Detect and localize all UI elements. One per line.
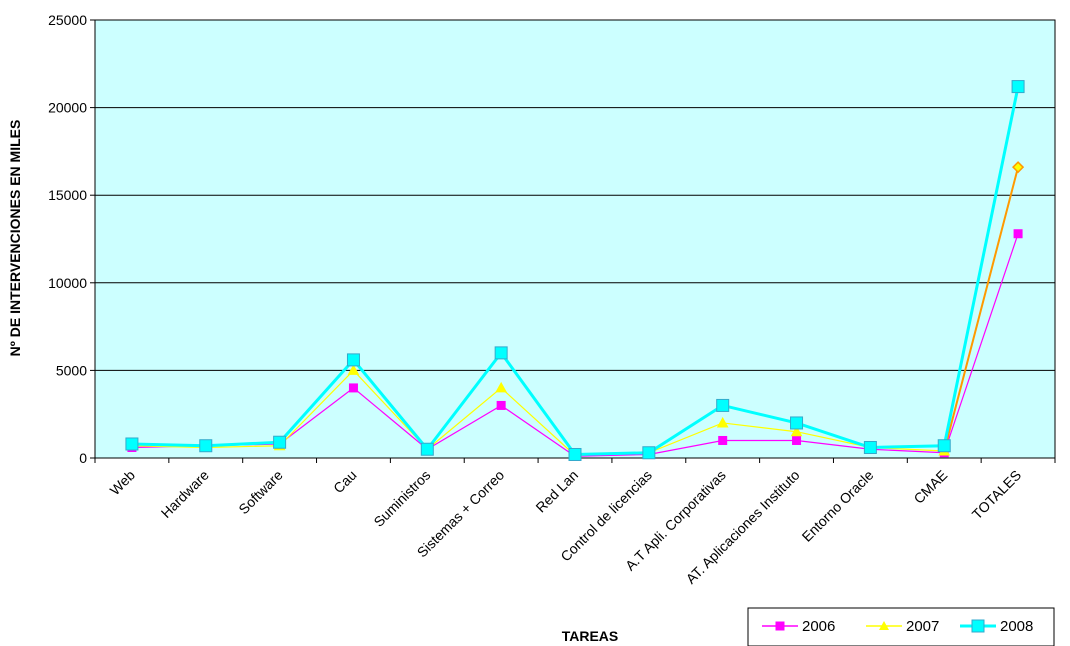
x-tick-label: Software — [235, 467, 286, 518]
legend: 2006 2007 2008 — [747, 607, 1055, 646]
y-axis-title: Nº DE INTERVENCIONES EN MILES — [7, 120, 23, 357]
x-tick-label: Web — [107, 467, 139, 499]
x-tick-label: Entorno Oracle — [799, 467, 877, 545]
x-tick-label: Cau — [330, 467, 359, 496]
legend-label: 2008 — [1000, 618, 1033, 635]
legend-marker — [879, 621, 889, 630]
series-line — [131, 369, 945, 456]
y-tick-label: 20000 — [48, 100, 87, 116]
legend-label: 2007 — [906, 618, 939, 635]
legend-item-2006: 2006 — [762, 618, 835, 635]
data-point — [420, 442, 434, 456]
data-point — [273, 435, 287, 449]
legend-marker — [971, 619, 985, 633]
legend-marker — [775, 621, 785, 631]
data-point — [937, 439, 951, 453]
x-tick-label: Hardware — [158, 467, 212, 521]
data-point — [1013, 229, 1023, 239]
gridlines — [95, 107, 1055, 371]
data-point — [716, 398, 730, 412]
x-axis: Web Hardware Software Cau SuministrosSistema… — [94, 458, 1056, 587]
series-line-segment — [943, 166, 1020, 452]
data-point — [718, 435, 728, 445]
data-point — [348, 383, 358, 393]
data-point — [125, 437, 139, 451]
data-point — [863, 440, 877, 454]
data-point — [1012, 161, 1025, 174]
data-point — [790, 425, 803, 437]
data-point — [792, 435, 802, 445]
data-point — [568, 447, 582, 461]
data-point — [495, 381, 508, 393]
data-point — [347, 364, 360, 375]
x-tick-label: TOTALES — [969, 467, 1025, 523]
x-tick-label: Red Lan — [532, 467, 581, 516]
x-tick-label: Suministros — [370, 467, 433, 530]
y-tick-label: 0 — [79, 450, 87, 466]
series-2008 — [125, 80, 1025, 461]
data-point — [642, 446, 656, 460]
y-tick-label: 15000 — [48, 187, 87, 203]
legend-item-2007: 2007 — [866, 618, 939, 635]
legend-box — [747, 607, 1055, 646]
data-point — [496, 400, 506, 410]
plot-area — [94, 19, 1056, 459]
data-point — [494, 346, 508, 360]
y-tick-label: 10000 — [48, 275, 87, 291]
x-tick-label: CMAE — [910, 467, 950, 507]
data-point — [1011, 80, 1025, 94]
data-point — [346, 353, 360, 367]
data-point — [199, 439, 213, 453]
data-point — [790, 416, 804, 430]
data-point — [716, 416, 729, 428]
legend-label: 2006 — [802, 618, 835, 635]
series-group — [125, 80, 1025, 461]
legend-item-2008: 2008 — [960, 618, 1033, 635]
y-tick-label: 25000 — [48, 12, 87, 28]
x-axis-title: TAREAS — [562, 628, 619, 644]
y-axis: 0 5000 10000 15000 20000 25000 — [48, 12, 95, 466]
y-tick-label: 5000 — [56, 362, 87, 378]
